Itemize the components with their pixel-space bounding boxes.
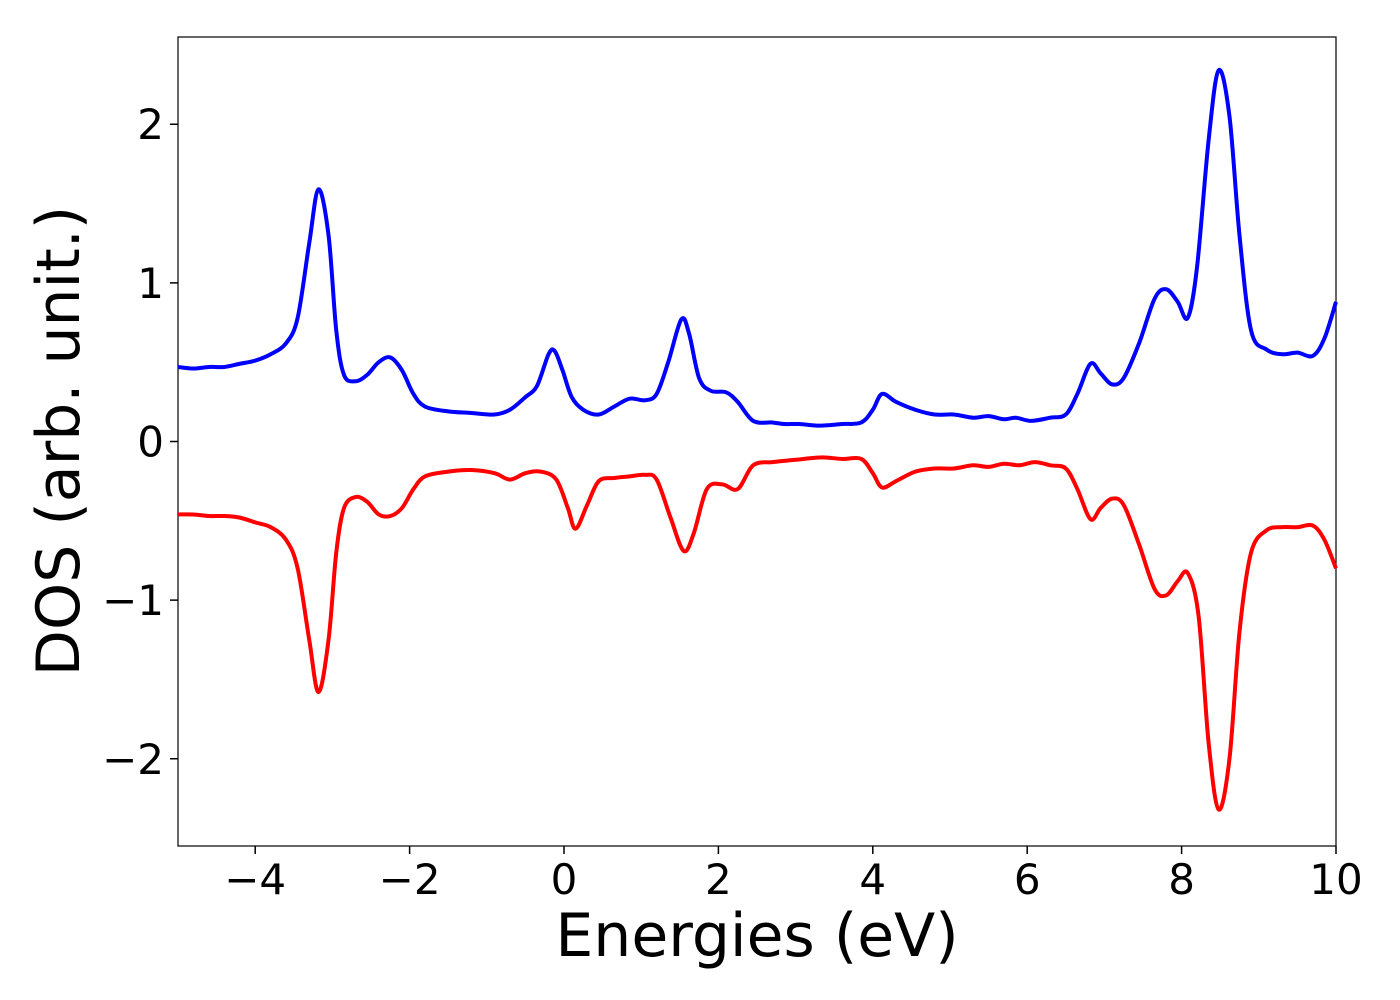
y-ticks: −2 −1 0 1 2: [102, 100, 178, 784]
y-axis-label: DOS (arb. unit.): [24, 206, 94, 676]
series-group: [177, 68, 1338, 812]
x-tick-label: 0: [551, 855, 578, 904]
y-tick-label: 0: [137, 418, 164, 467]
y-tick-label: 1: [137, 259, 164, 308]
series-line-0: [177, 68, 1338, 428]
x-ticks: −4 −2 0 2 4 6 8 10: [224, 846, 1363, 904]
x-tick-label: 4: [859, 855, 886, 904]
x-tick-label: 8: [1168, 855, 1195, 904]
x-tick-label: 2: [705, 855, 732, 904]
y-tick-label: 2: [137, 100, 164, 149]
x-axis-label: Energies (eV): [555, 901, 958, 971]
series-line-1: [177, 455, 1338, 812]
y-tick-label: −2: [102, 735, 164, 784]
x-tick-label: −2: [379, 855, 441, 904]
plot-frame: [177, 36, 1337, 847]
y-tick-label: −1: [102, 576, 164, 625]
x-tick-label: −4: [224, 855, 286, 904]
x-tick-label: 6: [1014, 855, 1041, 904]
x-tick-label: 10: [1309, 855, 1362, 904]
